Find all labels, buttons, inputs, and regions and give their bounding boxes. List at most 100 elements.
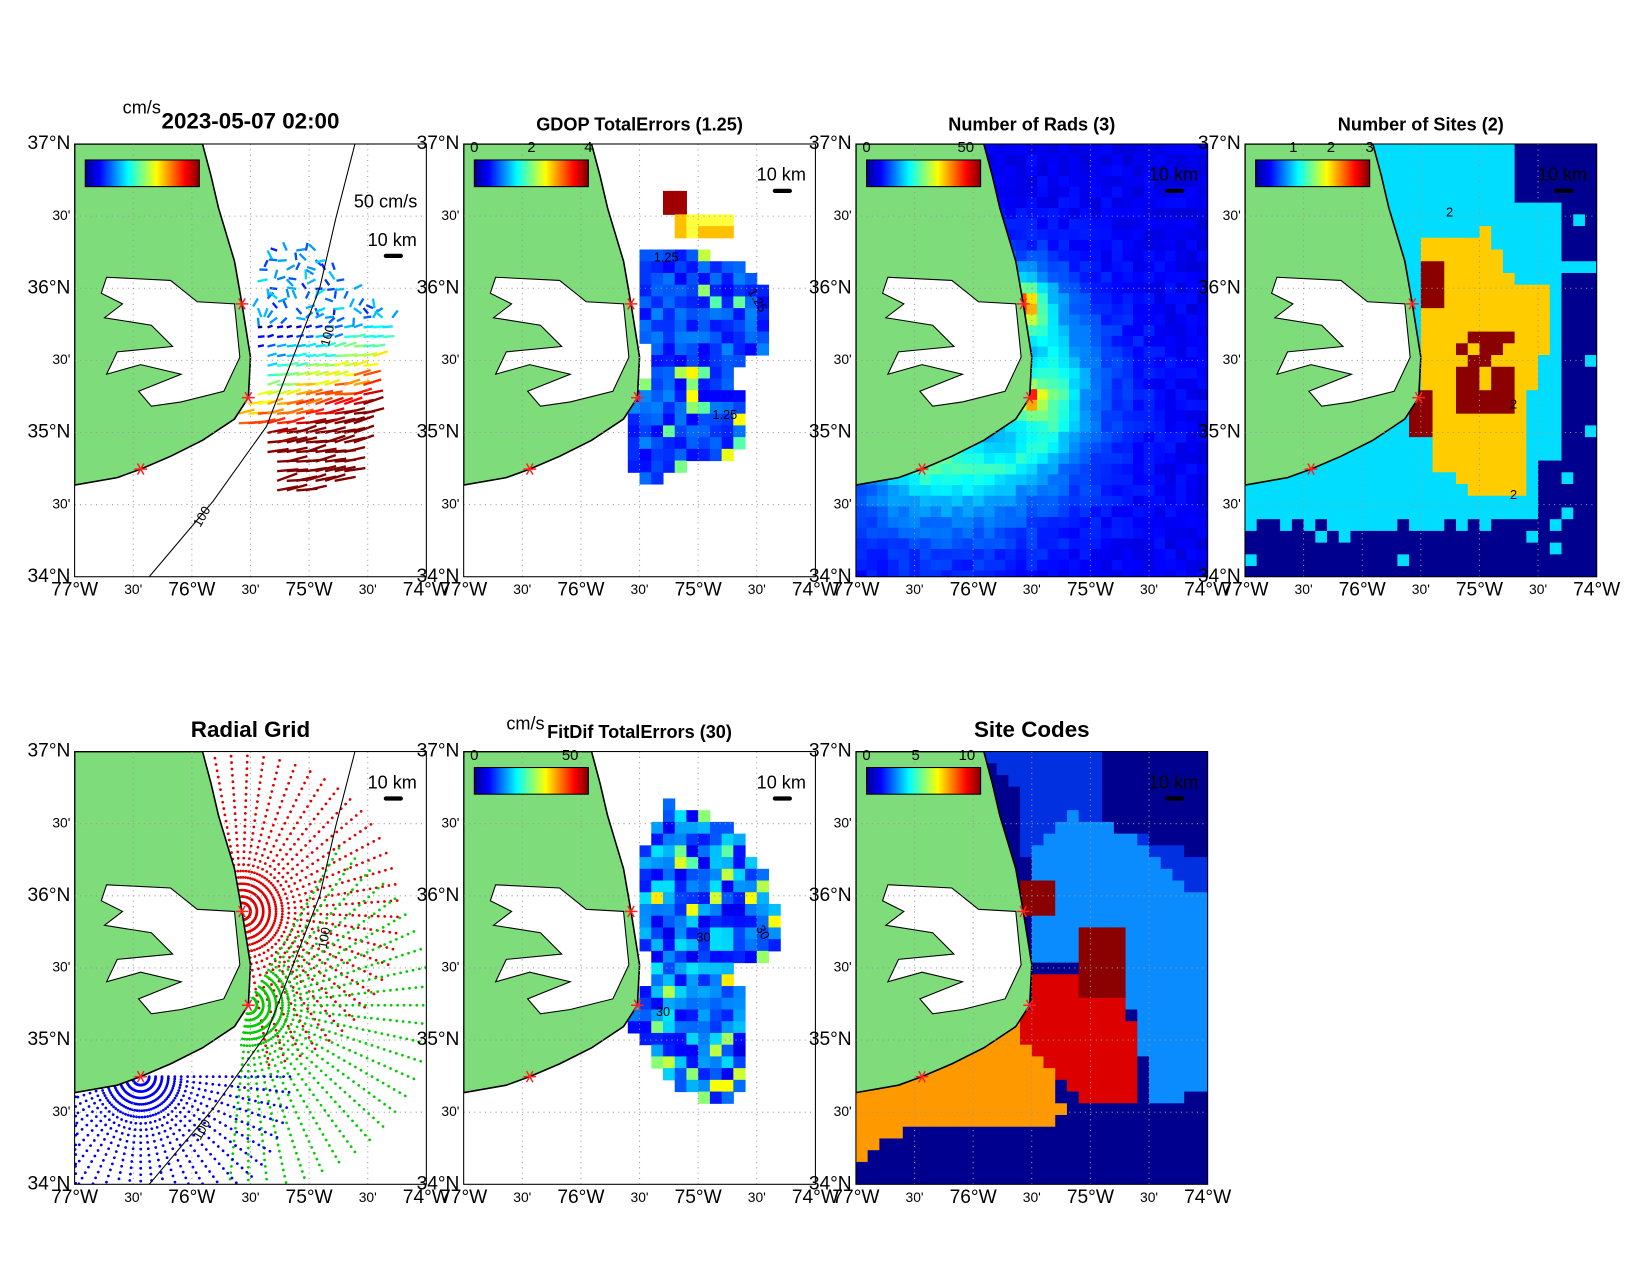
grid-point [325, 1012, 329, 1015]
data-cell [1561, 308, 1574, 321]
data-cell [1467, 308, 1480, 321]
grid-point [289, 929, 293, 933]
data-cell [1154, 186, 1166, 198]
data-cell [1186, 175, 1198, 188]
data-cell [855, 485, 868, 497]
data-cell [909, 570, 921, 577]
grid-point [273, 886, 277, 890]
current-vector [374, 310, 384, 319]
grid-point [417, 967, 421, 971]
data-cell [1101, 261, 1113, 273]
data-cell [721, 284, 734, 297]
data-cell [1037, 261, 1049, 273]
grid-point [292, 1013, 296, 1017]
current-vector [334, 465, 356, 473]
grid-point [411, 968, 415, 972]
data-cell [1444, 284, 1457, 297]
data-cell [1165, 165, 1177, 177]
grid-point [340, 973, 344, 977]
grid-point [266, 975, 269, 979]
grid-point [411, 1038, 415, 1042]
data-cell [1175, 250, 1187, 262]
data-cell [1502, 484, 1516, 497]
data-cell [1479, 214, 1492, 227]
y-tick-label: 35°N [1198, 422, 1241, 443]
data-cell [1154, 207, 1166, 220]
grid-point [170, 1089, 174, 1092]
data-cell [941, 559, 953, 571]
x-tick-label: 30' [1529, 581, 1547, 597]
grid-point [248, 876, 252, 880]
current-vector [257, 418, 276, 425]
grid-point [287, 916, 290, 920]
data-cell [855, 559, 868, 571]
data-cell [1069, 261, 1081, 273]
grid-point [321, 1086, 324, 1089]
grid-point [321, 1028, 325, 1031]
current-vector [294, 252, 298, 261]
data-cell [1549, 460, 1563, 473]
data-cell [709, 378, 723, 391]
grid-point [230, 1164, 233, 1168]
data-cell [639, 331, 652, 344]
data-cell [1101, 453, 1113, 465]
grid-point [281, 1025, 285, 1029]
current-vector [334, 341, 347, 348]
current-vector [276, 325, 284, 329]
grid-point [259, 938, 263, 942]
grid-point [390, 867, 393, 870]
data-cell [651, 413, 664, 426]
grid-point [278, 989, 281, 993]
grid-point [295, 991, 299, 995]
data-cell [1196, 346, 1208, 358]
data-cell [1444, 425, 1457, 438]
data-cell [1420, 143, 1434, 157]
data-cell [1175, 229, 1187, 241]
data-cell [1154, 378, 1166, 390]
data-cell [1154, 325, 1166, 337]
grid-point [296, 1048, 299, 1051]
grid-point [358, 967, 362, 971]
grid-point [376, 1046, 380, 1049]
data-cell [1069, 453, 1081, 465]
data-cell [1037, 175, 1049, 188]
data-cell [733, 390, 746, 403]
grid-point [315, 908, 319, 912]
grid-point [348, 994, 351, 997]
data-cell [1268, 495, 1281, 508]
data-cell [983, 506, 996, 518]
current-vector [315, 464, 337, 473]
data-cell [1444, 566, 1457, 577]
grid-point [329, 929, 333, 933]
grid-point [321, 1133, 325, 1136]
data-cell [1502, 554, 1516, 567]
grid-point [260, 874, 264, 878]
data-cell [1186, 207, 1198, 220]
data-cell [951, 474, 964, 486]
grid-point [262, 1041, 265, 1045]
data-cell [1432, 343, 1445, 356]
grid-point [281, 857, 285, 861]
grid-point [350, 925, 354, 929]
grid-point [304, 891, 307, 895]
grid-point [293, 977, 296, 980]
data-cell [651, 460, 664, 473]
data-cell [674, 343, 687, 356]
grid-point [251, 1044, 254, 1047]
grid-point [236, 1101, 240, 1105]
data-cell [1069, 474, 1081, 486]
grid-point [319, 783, 323, 787]
data-cell [1058, 474, 1070, 486]
grid-point [382, 1047, 386, 1051]
grid-point [286, 862, 290, 866]
grid-point [300, 869, 304, 873]
data-cell [1526, 472, 1539, 485]
grid-point [388, 957, 392, 961]
data-cell [1005, 559, 1017, 571]
data-cell [1584, 272, 1597, 286]
data-cell [662, 272, 676, 286]
current-vector [343, 407, 366, 415]
grid-point [272, 783, 275, 787]
data-cell [1069, 186, 1081, 198]
data-cell [1037, 197, 1049, 209]
